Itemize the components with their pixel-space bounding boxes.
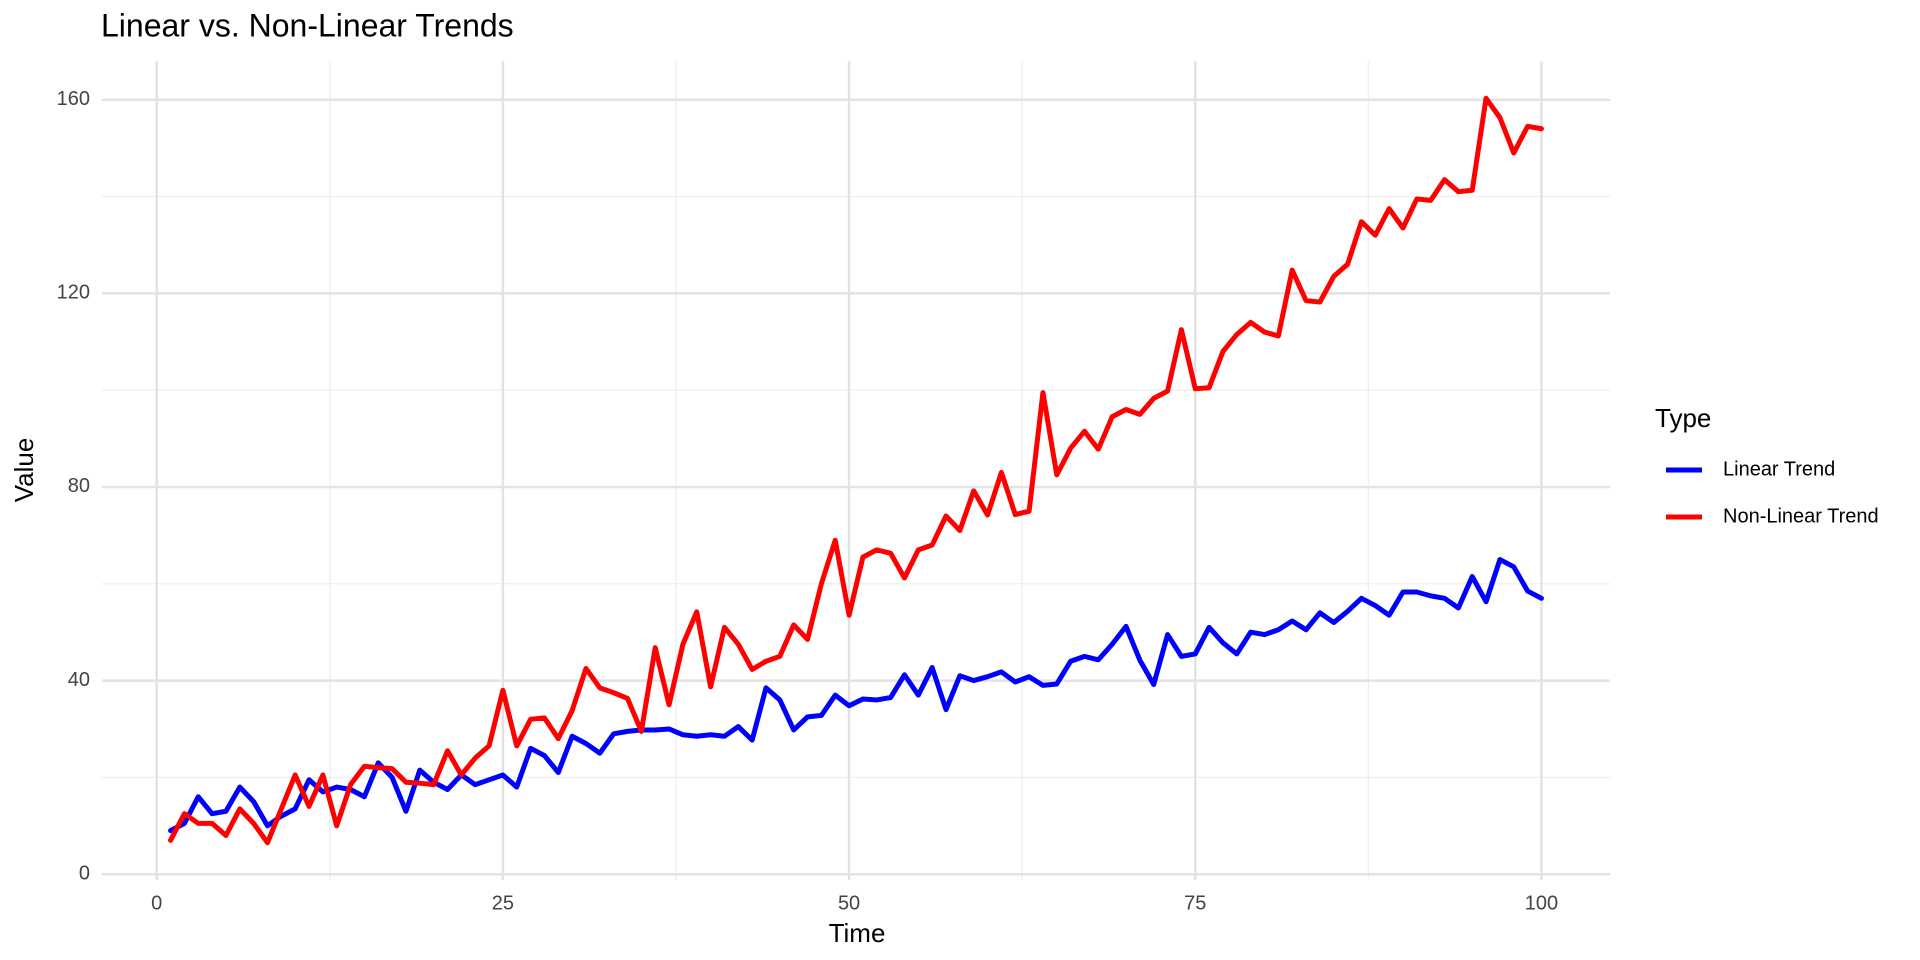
y-tick-label: 80: [68, 475, 90, 497]
y-axis-title: Value: [9, 438, 39, 503]
grid: [102, 61, 1610, 880]
x-tick-label: 50: [838, 892, 860, 914]
y-tick-label: 120: [57, 282, 90, 304]
x-axis-title: Time: [829, 918, 886, 948]
y-tick-label: 40: [68, 669, 90, 691]
x-tick-label: 100: [1525, 892, 1558, 914]
y-tick-label: 0: [79, 862, 90, 884]
series-line: [168, 557, 1544, 834]
chart-title: Linear vs. Non-Linear Trends: [101, 7, 514, 43]
lines: [168, 95, 1544, 846]
legend: Linear Trend Non-Linear Trend: [1666, 458, 1879, 527]
legend-title: Type: [1655, 403, 1711, 433]
x-tick-label: 0: [151, 892, 162, 914]
series-line: [168, 95, 1544, 846]
x-tick-label: 75: [1184, 892, 1206, 914]
legend-label: Non-Linear Trend: [1723, 505, 1879, 527]
legend-label: Linear Trend: [1723, 458, 1835, 480]
y-tick-label: 160: [57, 88, 90, 110]
x-tick-label: 25: [492, 892, 514, 914]
